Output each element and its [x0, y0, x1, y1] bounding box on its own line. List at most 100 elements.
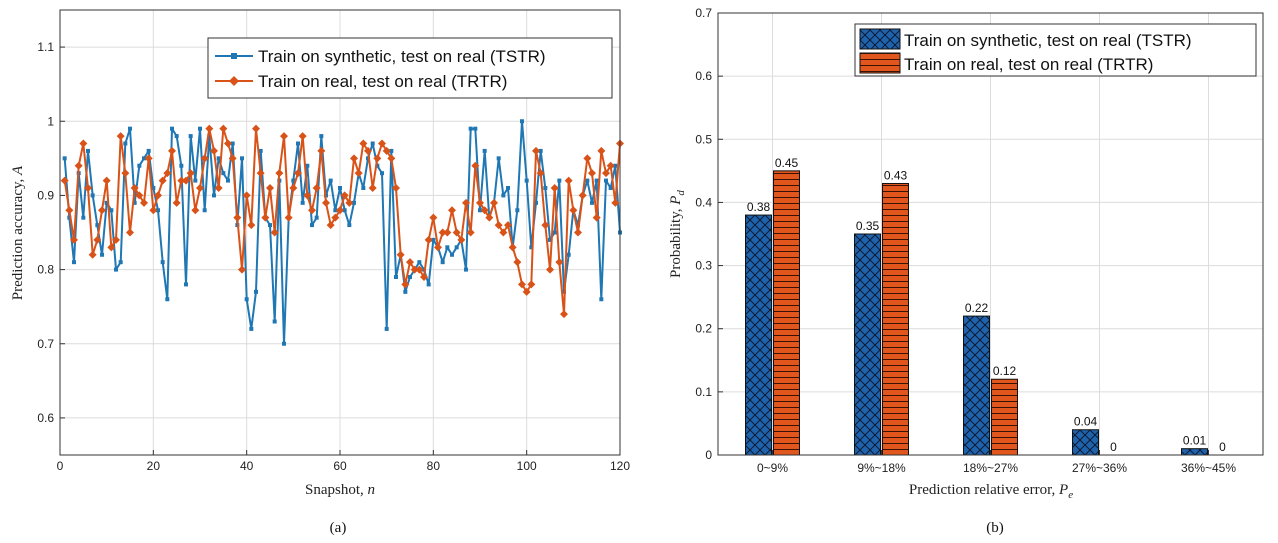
data-point-trtr [116, 132, 125, 141]
data-point-tstr [128, 126, 132, 131]
legend-box-a [207, 37, 613, 99]
data-point-trtr [527, 280, 536, 289]
data-label-tstr: 0.38 [747, 200, 771, 214]
legend-marker-trtr-a [229, 76, 239, 86]
data-point-tstr [310, 223, 314, 228]
data-point-tstr [520, 119, 524, 124]
data-point-trtr [546, 265, 554, 274]
data-point-tstr [548, 237, 552, 242]
data-point-trtr [378, 139, 386, 148]
data-point-trtr [373, 154, 382, 163]
data-point-tstr [81, 215, 86, 220]
grid-b [718, 12, 1263, 456]
data-point-trtr [163, 169, 172, 178]
data-point-tstr [552, 230, 557, 235]
data-point-trtr [452, 228, 461, 237]
legend-a: Train on synthetic, test on real (TSTR) … [207, 37, 613, 99]
data-point-trtr [406, 258, 414, 267]
data-point-trtr [602, 169, 610, 178]
data-point-tstr [142, 156, 146, 161]
data-point-trtr [280, 132, 288, 141]
legend-label-trtr-a: Train on real, test on real (TRTR) [258, 72, 507, 91]
data-point-tstr [478, 208, 482, 213]
data-point-tstr [123, 141, 128, 146]
data-point-trtr [242, 191, 251, 200]
data-point-tstr [230, 141, 235, 146]
data-point-trtr [140, 198, 148, 207]
y-tick-label-b: 0.6 [695, 69, 712, 83]
data-point-trtr [210, 146, 218, 155]
data-point-trtr [443, 228, 452, 237]
data-point-tstr [221, 171, 226, 176]
data-point-tstr [179, 163, 184, 168]
data-point-trtr [326, 221, 335, 230]
data-point-trtr [79, 139, 88, 148]
data-point-trtr [205, 124, 214, 133]
data-point-trtr [336, 206, 344, 215]
data-point-tstr [151, 186, 156, 190]
data-point-tstr [328, 178, 333, 183]
legend-swatch-trtr-b [859, 52, 901, 74]
x-tick-label-b: 27%~36% [1072, 461, 1127, 475]
data-point-tstr [226, 178, 230, 183]
x-tick-label-b: 36%~45% [1181, 461, 1236, 475]
data-point-tstr [506, 186, 510, 190]
data-point-tstr [496, 156, 501, 161]
data-point-tstr [291, 178, 296, 183]
x-tick-label-a: 0 [57, 459, 64, 473]
bar-tstr [963, 315, 990, 456]
y-tick-label-a: 0.8 [37, 263, 54, 277]
data-point-trtr [499, 228, 508, 237]
data-point-trtr [224, 139, 232, 148]
data-point-tstr [468, 126, 473, 131]
data-point-tstr [95, 223, 100, 228]
data-point-trtr [266, 184, 274, 192]
plot-frame-b [717, 12, 1264, 456]
data-point-tstr [403, 289, 408, 294]
data-label-tstr: 0.04 [1074, 415, 1098, 429]
data-point-trtr [448, 206, 456, 215]
data-point-tstr [212, 193, 216, 198]
data-point-tstr [240, 156, 244, 161]
x-axis-label-a: Snapshot, n [305, 482, 375, 498]
data-point-trtr [578, 191, 587, 200]
data-point-trtr [256, 169, 265, 178]
data-point-trtr [340, 191, 349, 200]
plot-frame-a [59, 9, 621, 456]
data-point-tstr [543, 186, 548, 190]
data-label-trtr: 0.12 [993, 364, 1017, 378]
axis-ticks-a: 0 20 40 60 80 100 120 0.6 0.7 0.8 0.9 1 1.1 [37, 40, 630, 473]
data-point-trtr [130, 184, 139, 192]
data-point-trtr [550, 184, 559, 192]
data-point-trtr [144, 154, 153, 163]
data-point-tstr [464, 267, 468, 272]
data-point-tstr [202, 208, 207, 213]
data-point-tstr [538, 148, 543, 153]
data-point-tstr [384, 326, 389, 331]
data-point-trtr [588, 169, 596, 178]
x-tick-label-b: 18%~27% [963, 461, 1018, 475]
data-point-tstr [132, 200, 137, 205]
data-point-tstr [426, 282, 431, 287]
data-point-trtr [196, 184, 204, 192]
y-tick-label-b: 0.1 [695, 385, 712, 399]
data-point-tstr [118, 260, 123, 265]
data-point-trtr [93, 235, 102, 244]
data-point-trtr [247, 221, 256, 230]
data-point-trtr [98, 206, 106, 215]
data-point-trtr [387, 154, 396, 163]
data-point-trtr [592, 213, 601, 222]
caption-a: (a) [330, 520, 347, 536]
data-point-trtr [494, 221, 503, 230]
data-point-tstr [501, 193, 506, 198]
data-point-tstr [380, 171, 384, 176]
data-point-tstr [305, 163, 310, 168]
bar-chart-b: 0 0.1 0.2 0.3 0.4 0.5 0.6 0.7 0~9% 9%~18% 18%~27% 2… [668, 6, 1264, 501]
bar-tstr [854, 233, 881, 456]
data-point-tstr [62, 156, 67, 161]
data-point-trtr [308, 206, 316, 215]
data-point-trtr [312, 184, 321, 192]
data-point-tstr [333, 208, 338, 213]
y-tick-label-a: 0.7 [37, 337, 54, 351]
